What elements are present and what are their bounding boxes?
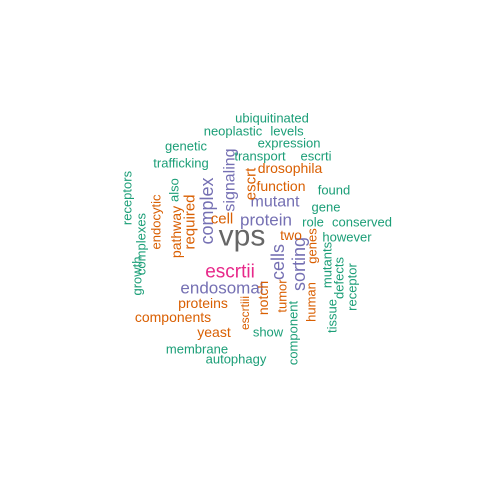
- word-complex: complex: [197, 177, 217, 244]
- word-endosomal: endosomal: [180, 279, 263, 298]
- word-yeast: yeast: [197, 324, 231, 340]
- word-however: however: [322, 230, 372, 245]
- word-components: components: [135, 309, 211, 325]
- word-transport: transport: [234, 149, 286, 164]
- word-endocytic: endocytic: [149, 194, 164, 249]
- word-role: role: [302, 215, 324, 230]
- word-tissue: tissue: [325, 299, 340, 333]
- word-levels: levels: [270, 124, 304, 139]
- word-mutants: mutants: [320, 241, 335, 288]
- word-trafficking: trafficking: [153, 156, 208, 171]
- word-component: component: [286, 300, 301, 365]
- word-show: show: [253, 325, 284, 340]
- word-escrtiii: escrtiii: [238, 296, 252, 330]
- word-sorting: sorting: [289, 237, 309, 291]
- word-cells: cells: [268, 244, 288, 280]
- word-membrane: membrane: [166, 342, 228, 357]
- word-human: human: [304, 282, 319, 322]
- word-autophagy: autophagy: [206, 352, 267, 367]
- word-protein: protein: [240, 211, 292, 230]
- word-defects: defects: [332, 257, 347, 299]
- word-gene: gene: [312, 200, 341, 215]
- word-ubiquitinated: ubiquitinated: [235, 111, 309, 126]
- word-genes: genes: [305, 228, 320, 264]
- word-signaling: signaling: [222, 148, 239, 211]
- word-cell: cell: [211, 211, 234, 228]
- word-escrti: escrti: [300, 149, 331, 164]
- word-growth: growth: [130, 256, 145, 295]
- word-found: found: [318, 183, 351, 198]
- word-pathway: pathway: [168, 206, 184, 258]
- word-receptor: receptor: [345, 262, 360, 310]
- word-drosophila: drosophila: [258, 160, 323, 176]
- word-notch: notch: [255, 281, 271, 315]
- word-required: required: [182, 194, 199, 249]
- word-function: function: [256, 178, 305, 194]
- word-conserved: conserved: [332, 215, 392, 230]
- word-also: also: [167, 178, 182, 202]
- word-receptors: receptors: [120, 170, 135, 225]
- word-mutant: mutant: [251, 194, 300, 211]
- word-escrt: escrt: [243, 167, 260, 200]
- word-genetic: genetic: [165, 139, 207, 154]
- word-vps: vps: [219, 220, 266, 253]
- word-tumor: tumor: [275, 279, 290, 313]
- word-complexes: complexes: [134, 212, 149, 275]
- word-proteins: proteins: [178, 295, 228, 311]
- word-expression: expression: [258, 136, 321, 151]
- word-neoplastic: neoplastic: [204, 124, 263, 139]
- word-escrtii: escrtii: [205, 262, 255, 283]
- word-two: two: [280, 227, 302, 243]
